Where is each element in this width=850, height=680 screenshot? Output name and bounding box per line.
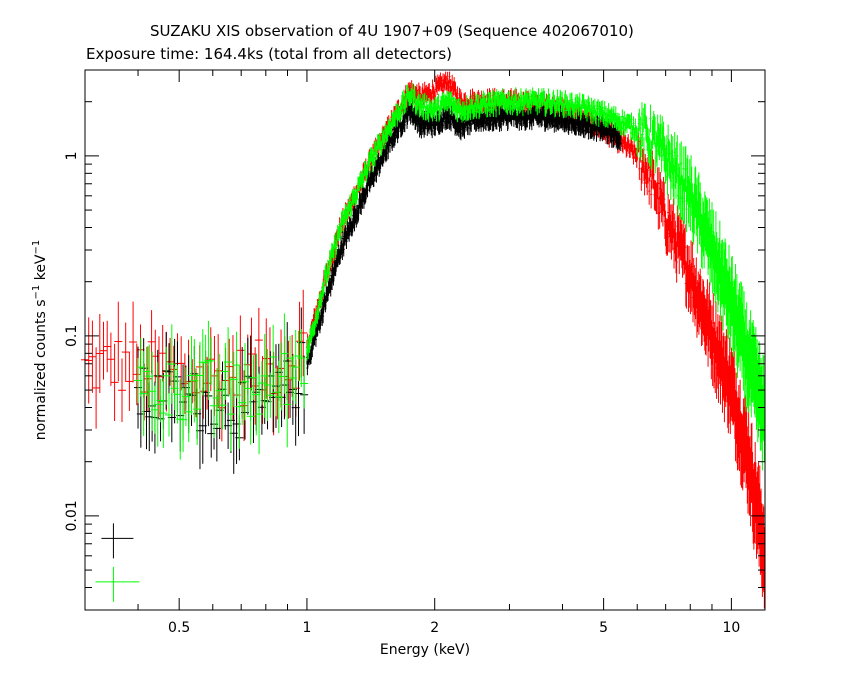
series-layer — [81, 71, 766, 609]
y-axis-label: normalized counts s−1 keV−1 — [31, 240, 49, 441]
marker-cross-1 — [95, 566, 140, 602]
chart-title: SUZAKU XIS observation of 4U 1907+09 (Se… — [150, 22, 634, 40]
marker-cross-0 — [101, 523, 134, 559]
series-2 — [134, 83, 766, 471]
y-axis-label-mid: keV — [33, 254, 49, 285]
tick-layer — [84, 69, 765, 611]
x-tick-label: 1 — [302, 620, 311, 636]
series-1 — [134, 98, 622, 474]
x-tick-label: 0.5 — [168, 620, 190, 636]
y-tick-label: 1 — [64, 151, 80, 160]
plot-frame — [84, 69, 766, 611]
x-tick-label: 2 — [430, 620, 439, 636]
marker-layer — [95, 523, 140, 602]
y-tick-label: 0.1 — [64, 325, 80, 347]
y-axis-label-sup2: −1 — [31, 240, 42, 255]
tick-label-layer: 0.5 1 2 5 10 0.01 0.1 1 — [64, 151, 740, 636]
x-tick-label: 10 — [722, 620, 740, 636]
chart-subtitle: Exposure time: 164.4ks (total from all d… — [86, 45, 453, 63]
x-tick-label: 5 — [599, 620, 608, 636]
x-axis-label: Energy (keV) — [380, 642, 470, 658]
y-axis-label-sup1: −1 — [31, 285, 42, 300]
y-tick-label: 0.01 — [64, 500, 80, 531]
y-axis-label-main: normalized counts s — [33, 299, 49, 440]
